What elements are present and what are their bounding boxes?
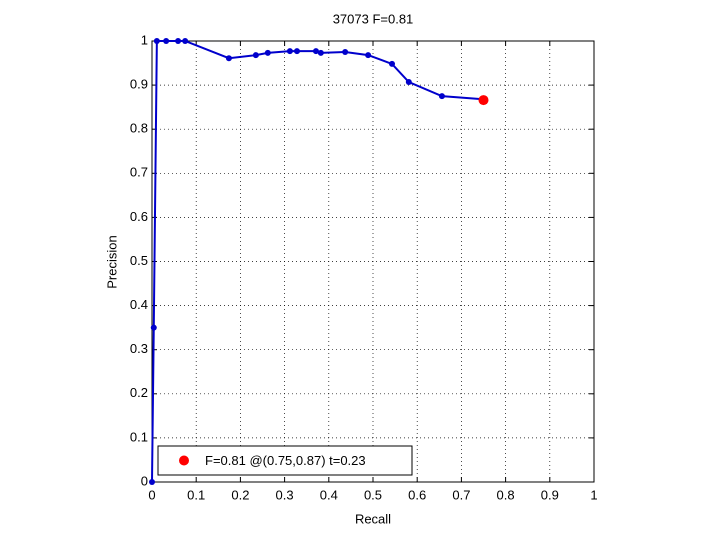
point: [405, 79, 412, 86]
y-tick-label: 0.6: [130, 209, 148, 224]
point: [264, 49, 271, 56]
x-tick-label: 0.1: [187, 487, 205, 502]
point: [286, 48, 293, 55]
point: [163, 38, 170, 44]
y-tick-label: 0.3: [130, 341, 148, 356]
point: [175, 38, 182, 44]
axes-box: [151, 40, 595, 483]
point: [317, 49, 324, 56]
x-tick-label: 1: [590, 487, 597, 502]
x-tick-label: 0.9: [541, 487, 559, 502]
y-tick-label: 0.1: [130, 429, 148, 444]
point: [252, 52, 259, 59]
x-tick-label: 0.2: [231, 487, 249, 502]
y-tick-label: 0.8: [130, 121, 148, 136]
point: [478, 95, 489, 106]
x-tick-label: 0.7: [452, 487, 470, 502]
point: [438, 93, 445, 100]
legend-marker: [179, 455, 189, 466]
point: [342, 49, 349, 56]
y-tick-label: 0.5: [130, 253, 148, 268]
point: [389, 60, 396, 67]
y-tick-label: 0.7: [130, 165, 148, 180]
point: [182, 38, 189, 44]
y-tick-label: 0.2: [130, 385, 148, 400]
point: [149, 479, 155, 485]
x-tick-label: 0: [148, 487, 155, 502]
point: [150, 324, 157, 331]
chart-title: 37073 F=0.81: [333, 11, 414, 26]
y-tick-label: 0: [141, 473, 148, 488]
point: [312, 48, 319, 55]
point: [293, 48, 300, 55]
y-tick-label: 0.9: [130, 77, 148, 92]
x-tick-label: 0.3: [276, 487, 294, 502]
x-axis-label: Recall: [355, 511, 391, 526]
y-tick-label: 0.4: [130, 297, 148, 312]
legend-label: F=0.81 @(0.75,0.87) t=0.23: [205, 453, 366, 468]
x-tick-label: 0.6: [408, 487, 426, 502]
legend-box: [157, 445, 413, 476]
x-tick-label: 0.4: [320, 487, 338, 502]
x-tick-label: 0.8: [497, 487, 515, 502]
point: [365, 52, 372, 59]
y-axis-label: Precision: [104, 235, 119, 288]
y-tick-label: 1: [141, 32, 148, 47]
point: [225, 55, 232, 62]
point: [153, 38, 160, 44]
x-tick-label: 0.5: [364, 487, 382, 502]
